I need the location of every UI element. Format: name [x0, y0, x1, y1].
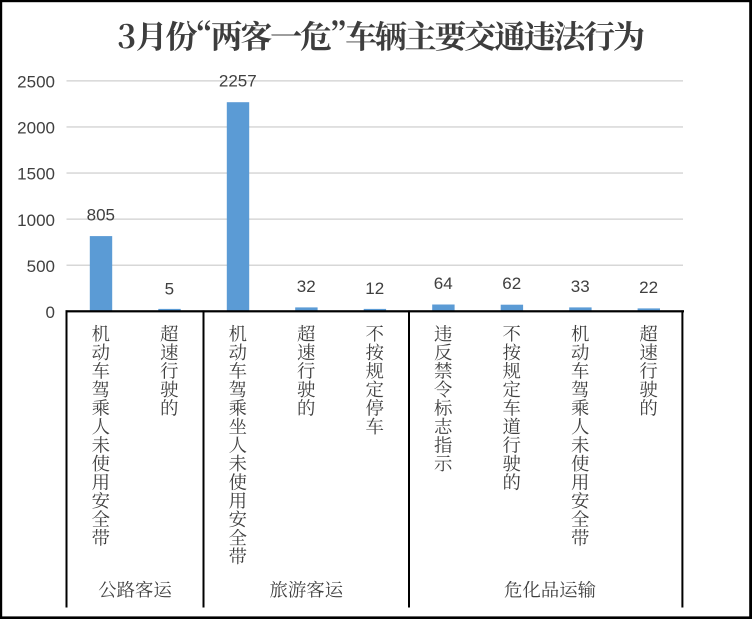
svg-text:33: 33: [571, 277, 590, 296]
svg-text:12: 12: [365, 279, 384, 298]
svg-text:500: 500: [27, 257, 55, 276]
svg-text:1500: 1500: [17, 165, 55, 184]
svg-text:805: 805: [87, 206, 115, 225]
svg-text:2000: 2000: [17, 119, 55, 138]
svg-text:32: 32: [297, 277, 316, 296]
svg-text:2500: 2500: [17, 73, 55, 92]
svg-text:1000: 1000: [17, 211, 55, 230]
svg-text:5: 5: [165, 279, 174, 298]
svg-text:0: 0: [46, 303, 55, 322]
svg-text:22: 22: [639, 278, 658, 297]
svg-text:2257: 2257: [219, 72, 257, 91]
svg-text:62: 62: [502, 274, 521, 293]
svg-text:64: 64: [434, 274, 453, 293]
